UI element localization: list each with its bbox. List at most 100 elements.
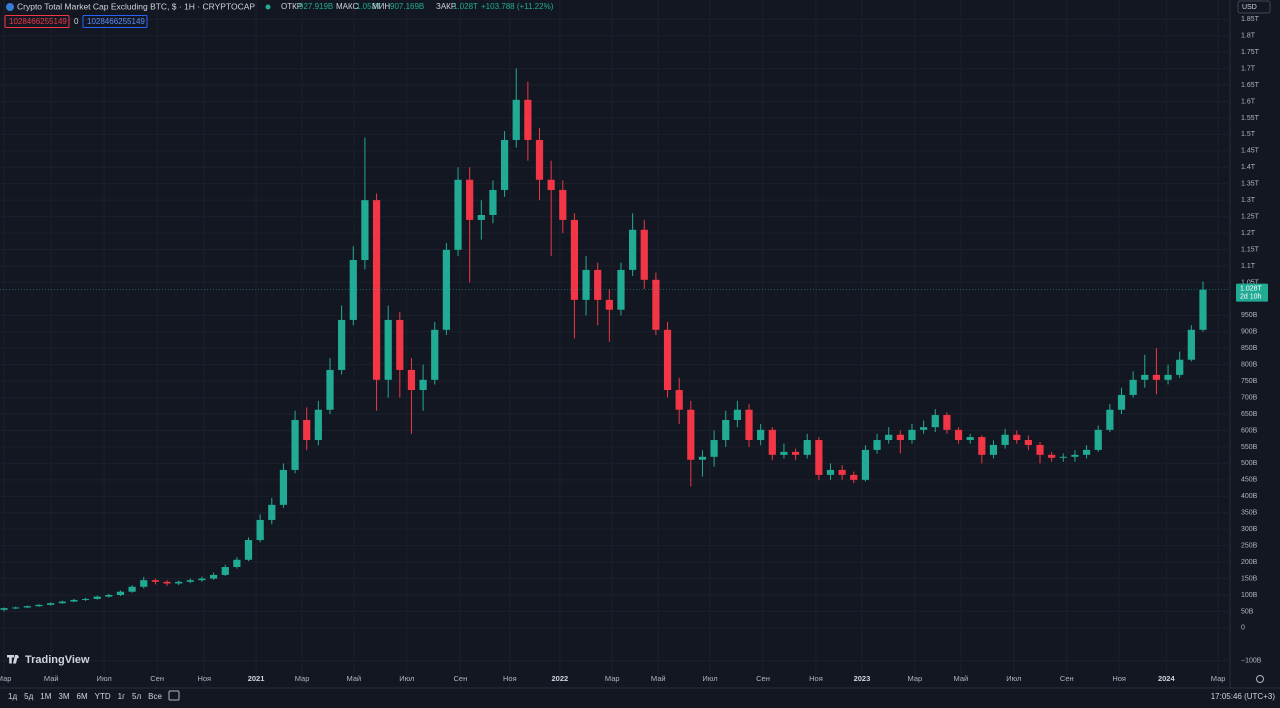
y-tick-label: 500B [1241, 460, 1258, 467]
timeframe-button[interactable]: 5д [24, 692, 33, 701]
last-price-label: 1.028T [1240, 286, 1263, 293]
candle-body [303, 419, 311, 441]
y-tick-label: 1.25T [1241, 213, 1260, 220]
candle-body [1048, 454, 1056, 458]
y-tick-label: 1.15T [1241, 246, 1260, 253]
timeframe-button[interactable]: Все [148, 692, 162, 701]
y-tick-label: 1.05T [1241, 279, 1260, 286]
candle-body [1199, 289, 1207, 330]
candle-countdown: 2d 10h [1240, 294, 1262, 301]
ohlc-label: МИН [372, 2, 390, 11]
candle-body [710, 440, 718, 457]
x-tick-label: 2022 [552, 674, 569, 683]
settings-icon[interactable] [1256, 675, 1264, 683]
candle-body [861, 449, 870, 480]
candle-body [512, 99, 520, 140]
candle-body [198, 578, 206, 581]
status-dot [265, 4, 271, 10]
y-tick-label: 50B [1241, 608, 1254, 615]
candle-body [757, 429, 765, 441]
candle-body [1129, 379, 1137, 395]
candle-body [791, 451, 800, 455]
candle-body [140, 580, 148, 587]
x-tick-label: 2023 [854, 674, 871, 683]
timeframe-button[interactable]: 5л [132, 692, 141, 701]
candle-body [151, 580, 159, 582]
candle-body [978, 437, 986, 455]
x-tick-label: Мар [0, 674, 11, 683]
ohlc-value: 927.919B [299, 2, 333, 11]
x-tick-label: Июл [399, 674, 414, 683]
candle-body [233, 559, 241, 568]
timeframe-button[interactable]: 1М [40, 692, 51, 701]
grid [0, 0, 1228, 688]
timeframe-button[interactable]: 3М [58, 692, 69, 701]
y-tick-label: −100B [1241, 658, 1262, 665]
candle-body [570, 219, 579, 300]
candle-body [93, 596, 101, 599]
candle-body [186, 580, 194, 582]
candle-body [733, 409, 741, 420]
candle-body [1036, 444, 1044, 455]
change-value: +103.788 (+11.22%) [481, 2, 554, 11]
x-tick-label: Мар [295, 674, 310, 683]
candle-body [629, 229, 637, 270]
y-tick-label: 1.55T [1241, 115, 1260, 122]
candle-body [687, 409, 695, 460]
y-tick-label: 900B [1241, 329, 1258, 336]
candle-body [128, 586, 136, 592]
candle-body [617, 269, 625, 310]
x-tick-label: Ноя [197, 674, 211, 683]
candle-body [535, 139, 544, 180]
candle-body [163, 581, 171, 584]
ohlc-value: 1.028T [453, 2, 478, 11]
candle-body [256, 519, 264, 541]
currency-button[interactable] [1237, 0, 1271, 14]
candle-body [605, 299, 613, 310]
candle-body [175, 581, 183, 584]
candle-body [1187, 329, 1195, 360]
x-tick-label: Май [346, 674, 361, 683]
indicator-value: 1028466255149 [9, 17, 67, 26]
timeframe-button[interactable]: 1г [118, 692, 125, 701]
candle-body [896, 434, 904, 441]
ohlc-label: МАКС [336, 2, 359, 11]
candle-body [221, 567, 229, 575]
candle-body [885, 434, 893, 441]
candle-body [989, 444, 998, 455]
timeframe-button[interactable]: YTD [95, 692, 111, 701]
candle-body [372, 200, 381, 380]
candle-body [838, 469, 846, 475]
timeframe-button[interactable]: 6М [77, 692, 88, 701]
candle-body [1106, 409, 1114, 430]
candle-body [931, 415, 939, 428]
x-tick-label: Июл [1006, 674, 1021, 683]
y-tick-label: 550B [1241, 444, 1258, 451]
date-range-icon[interactable] [168, 690, 180, 701]
timeframe-bar: 1д 5д 1М 3М 6М YTD 1г 5л Все [8, 692, 162, 701]
x-tick-label: Мар [605, 674, 620, 683]
ohlc-value: 907.169B [390, 2, 424, 11]
candle-body [442, 249, 450, 330]
candle-body [1071, 454, 1079, 457]
y-tick-label: 1.7T [1241, 65, 1256, 72]
currency-label[interactable]: USD [1242, 4, 1257, 11]
candle-body [524, 99, 532, 140]
symbol-icon [6, 3, 14, 11]
candle-body [559, 189, 567, 220]
x-tick-label: Сен [453, 674, 467, 683]
candle-body [1117, 394, 1126, 410]
y-tick-label: 1.2T [1241, 230, 1256, 237]
y-tick-label: 750B [1241, 378, 1258, 385]
candle-body [640, 229, 648, 280]
candle-body [1059, 456, 1067, 458]
x-tick-label: 2024 [1158, 674, 1176, 683]
candle-body [768, 429, 776, 455]
timeframe-button[interactable]: 1д [8, 692, 17, 701]
candle-body [850, 474, 858, 480]
candle-body [396, 319, 404, 370]
y-tick-label: 1.85T [1241, 16, 1260, 23]
candle-body [500, 139, 509, 190]
